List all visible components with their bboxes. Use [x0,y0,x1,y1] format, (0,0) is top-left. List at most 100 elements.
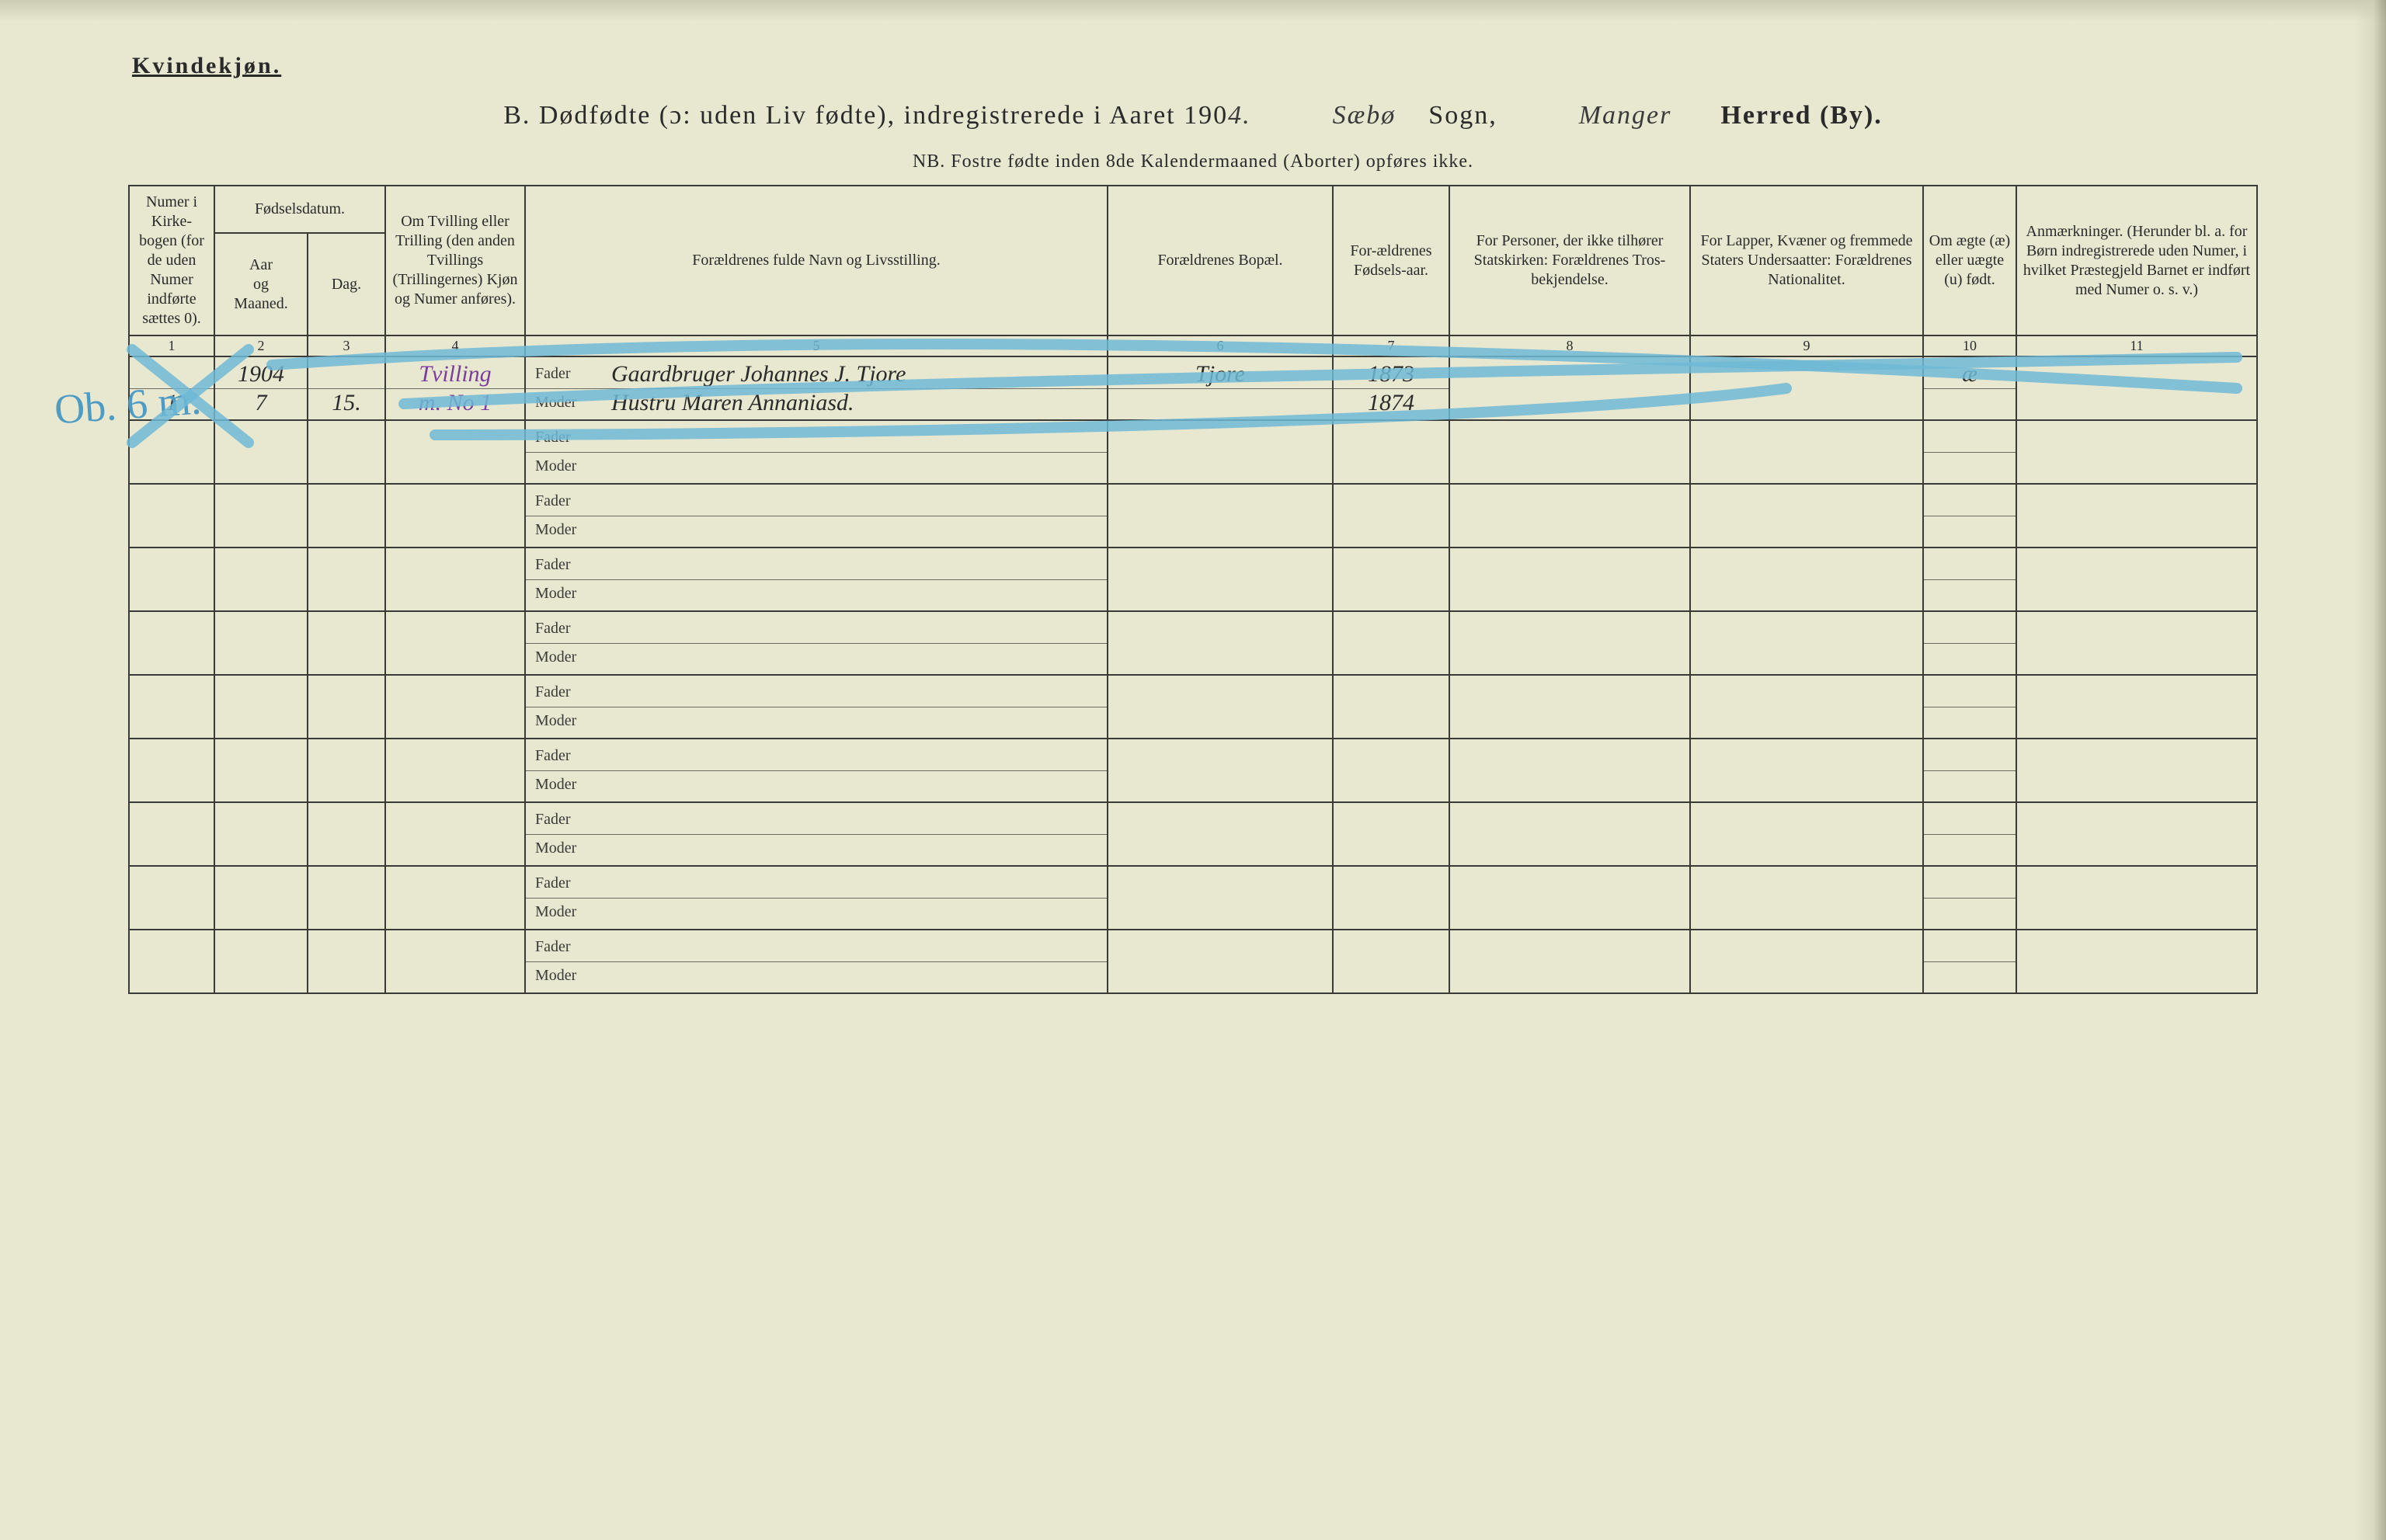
empty-cell [2016,484,2257,548]
empty-cell [1690,930,1923,993]
cell-line-bottom: 15. [308,389,384,417]
moder-row: Moder [526,516,1107,544]
colnum-1: 1 [129,335,214,356]
fader-row: Fader [526,870,1107,899]
ledger-thead: Numer i Kirke-bogen (for de uden Numer i… [129,186,2257,356]
empty-cell [129,739,214,802]
empty-cell [214,739,308,802]
empty-cell [1690,739,1923,802]
empty-cell [1449,930,1690,993]
empty-cell [1923,484,2016,548]
empty-cell [1690,484,1923,548]
empty-cell [1333,739,1449,802]
ledger-page: Kvindekjøn. B. Dødfødte (ɔ: uden Liv fød… [0,0,2386,1540]
two-line-cell: 1873 1874 [1333,356,1449,420]
empty-cell [1449,866,1690,930]
empty-cell [1449,802,1690,866]
empty-cell [308,866,385,930]
cell-line-top: Tvilling [386,360,524,389]
sogn-label: Sogn, [1428,101,1497,130]
col-header-3: Dag. [308,233,385,335]
empty-cell [129,611,214,675]
empty-cell [385,420,525,484]
table-row: Fader Moder [129,675,2257,739]
title-year-suffix: 4. [1228,101,1251,130]
colnum-8: 8 [1449,335,1690,356]
table-row: Fader Moder [129,420,2257,484]
parent-names-cell: Fader Gaardbruger Johannes J. Tjore Mode… [525,356,1108,420]
moder-label: Moder [526,585,605,603]
empty-cell [1449,739,1690,802]
moder-row: Moder [526,453,1107,481]
col-header-5: Forældrenes fulde Navn og Livsstilling. [525,186,1108,335]
two-line-cell: æ [1923,356,2016,420]
table-row: Fader Moder [129,802,2257,866]
col-header-11: Anmærkninger. (Herunder bl. a. for Børn … [2016,186,2257,335]
moder-row: Moder Hustru Maren Annaniasd. [526,389,1107,417]
moder-label: Moder [526,648,605,666]
col-header-2: AarogMaaned. [214,233,308,335]
col-header-7: For-ældrenes Fødsels-aar. [1333,186,1449,335]
sogn-value: Sæbø [1333,101,1396,130]
colnum-10: 10 [1923,335,2016,356]
empty-cell [1923,420,2016,484]
table-row: Fader Moder [129,739,2257,802]
parent-names-cell: Fader Moder [525,611,1108,675]
empty-cell [308,420,385,484]
col-header-4: Om Tvilling eller Trilling (den anden Tv… [385,186,525,335]
empty-cell [308,802,385,866]
parent-names-cell: Fader Moder [525,866,1108,930]
ledger-table: Numer i Kirke-bogen (for de uden Numer i… [128,185,2258,994]
empty-cell [129,866,214,930]
fader-label: Fader [526,492,605,510]
empty-cell [214,548,308,611]
empty-cell [1690,866,1923,930]
empty-cell [2016,866,2257,930]
empty-cell [1333,420,1449,484]
cell-line-bottom [1108,389,1332,417]
empty-cell [1449,611,1690,675]
table-row: Fader Moder [129,484,2257,548]
colnum-6: 6 [1108,335,1333,356]
moder-label: Moder [526,903,605,921]
fader-row: Fader Gaardbruger Johannes J. Tjore [526,360,1107,389]
empty-cell [308,611,385,675]
colnum-11: 11 [2016,335,2257,356]
empty-cell [2016,611,2257,675]
colnum-9: 9 [1690,335,1923,356]
colnum-5: 5 [525,335,1108,356]
empty-cell [2016,675,2257,739]
empty-cell [1333,930,1449,993]
empty-cell [1690,802,1923,866]
empty-cell [1923,548,2016,611]
parent-names-cell: Fader Moder [525,930,1108,993]
empty-cell [1449,420,1690,484]
fader-label: Fader [526,429,605,447]
margin-note: Ob. 6 m. [53,375,203,433]
empty-cell [1108,866,1333,930]
fader-row: Fader [526,615,1107,644]
two-line-cell: Tvilling m. No 1 [385,356,525,420]
fader-row: Fader [526,488,1107,516]
colnum-2: 2 [214,335,308,356]
empty-cell [129,420,214,484]
empty-cell [2016,548,2257,611]
moder-row: Moder [526,962,1107,990]
cell-line-bottom: m. No 1 [386,389,524,417]
empty-cell [2016,930,2257,993]
parent-names-cell: Fader Moder [525,548,1108,611]
empty-cell [214,866,308,930]
tros-cell [1449,356,1690,420]
anm-cell [2016,356,2257,420]
cell-line-bottom: 7 [215,389,307,417]
empty-cell [308,930,385,993]
empty-cell [1333,611,1449,675]
cell-line-top [308,360,384,389]
herred-label: Herred (By). [1720,101,1882,130]
fader-row: Fader [526,551,1107,580]
two-line-cell: 1904 7 [214,356,308,420]
empty-cell [1108,548,1333,611]
empty-cell [1923,866,2016,930]
empty-cell [1923,802,2016,866]
top-shadow [0,0,2386,22]
